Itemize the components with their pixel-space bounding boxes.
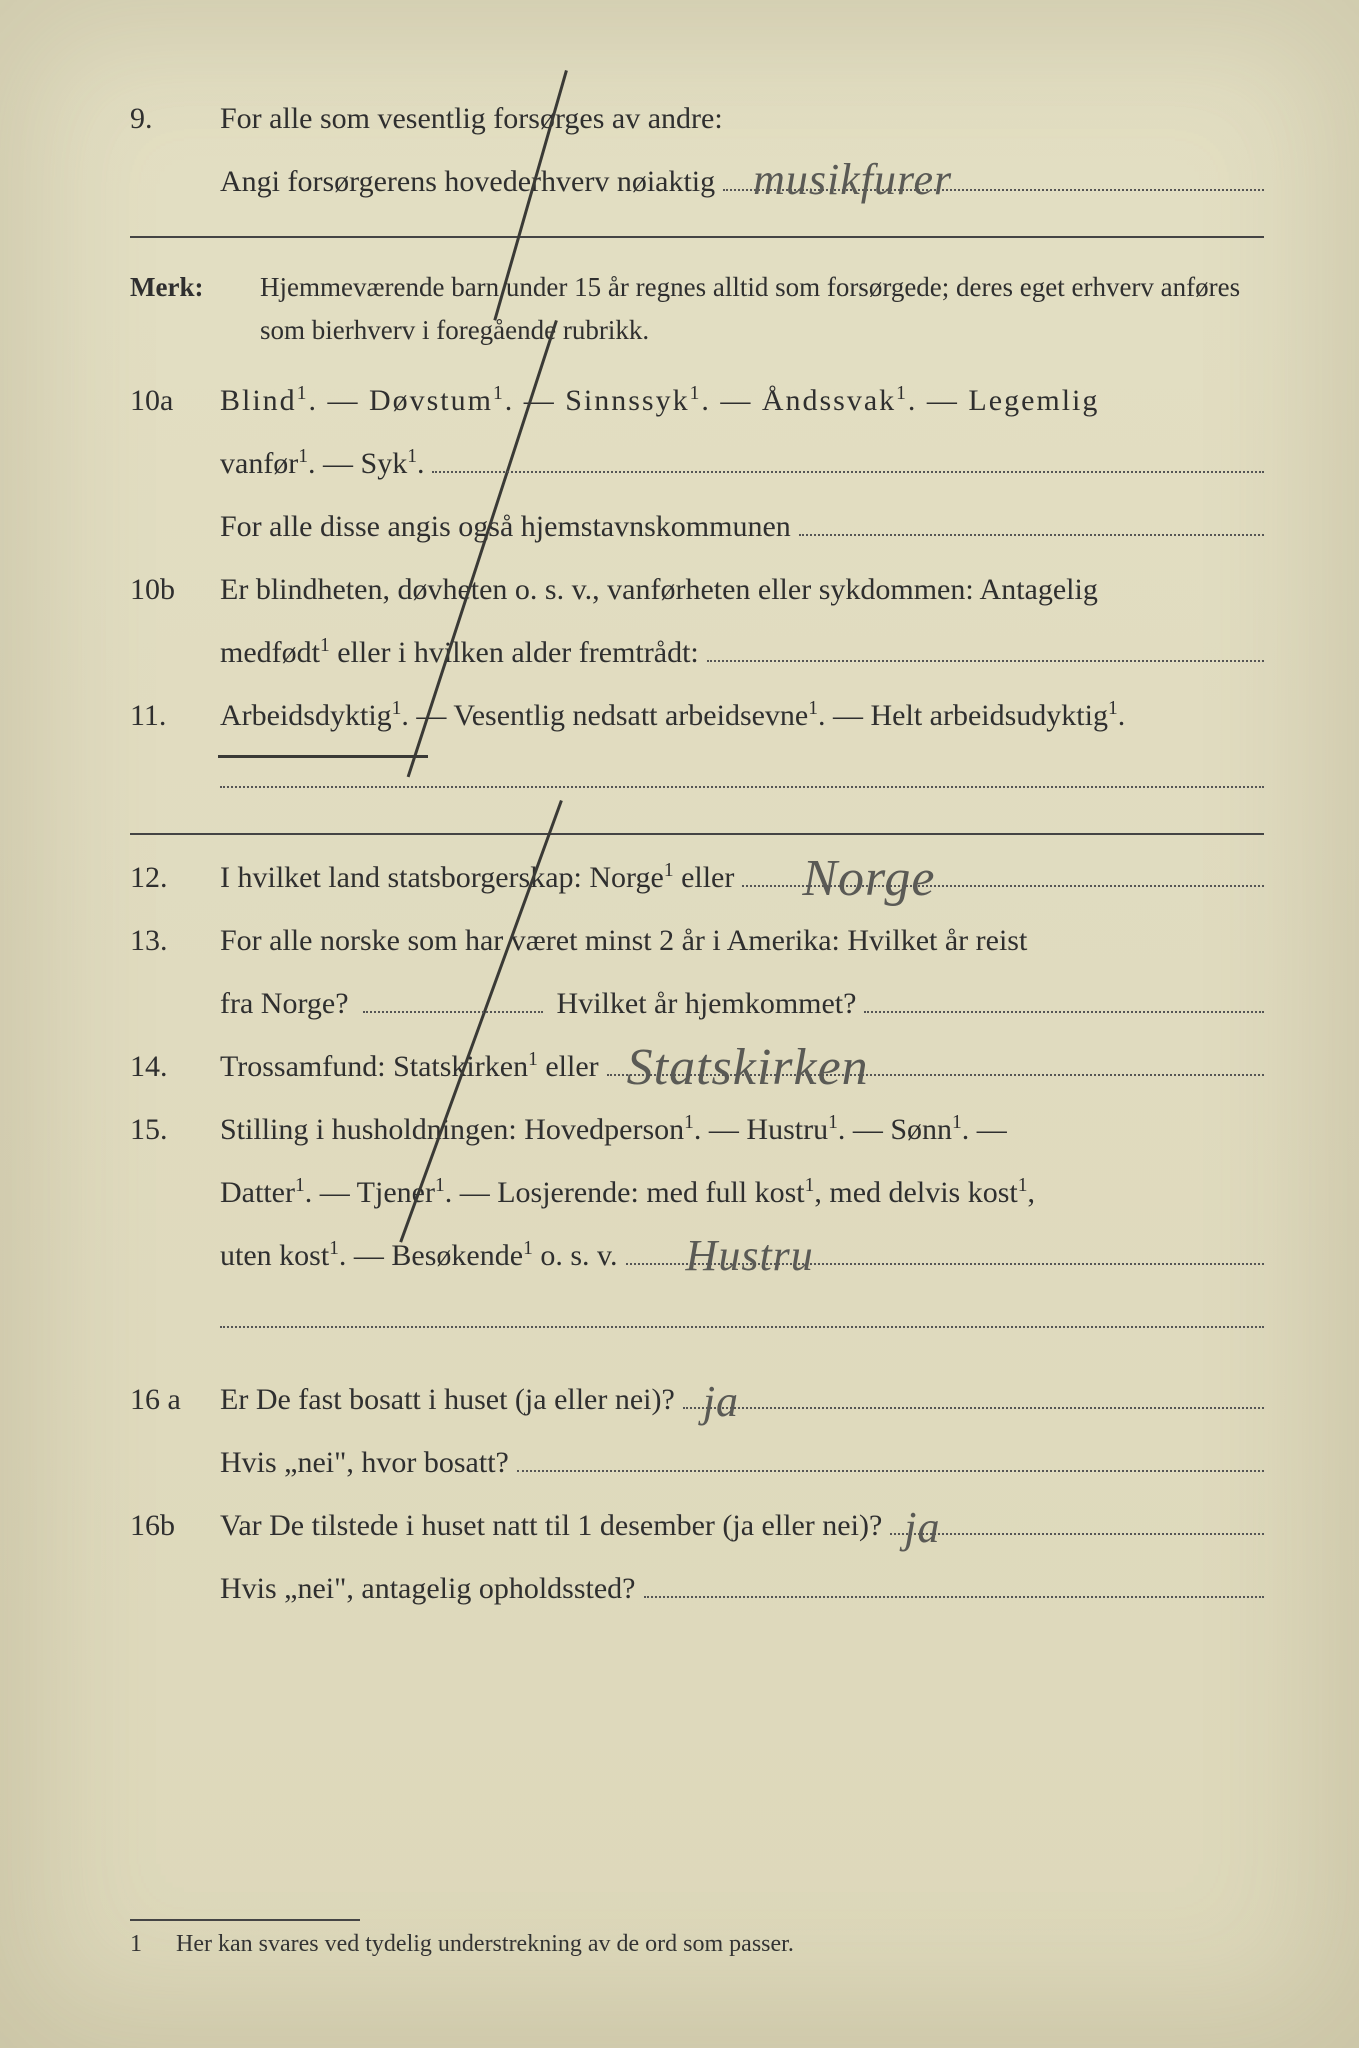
- q16b-blank[interactable]: [644, 1563, 1265, 1598]
- q15-line3-text: uten kost1. — Besøkende1 o. s. v.: [220, 1227, 618, 1284]
- q9-line1: For alle som vesentlig forsørges av andr…: [220, 90, 1264, 147]
- q10a-options-1: Blind1. — Døvstum1. — Sinnssyk1. — Åndss…: [220, 372, 1264, 429]
- divider-1: [130, 236, 1264, 238]
- q9-answer: musikfurer: [753, 138, 952, 222]
- q10b-line2-text: medfødt1 eller i hvilken alder fremtrådt…: [220, 624, 699, 681]
- question-10b: 10b Er blindheten, døvheten o. s. v., va…: [130, 561, 1264, 618]
- q16a-answer-field[interactable]: ja: [683, 1374, 1264, 1409]
- q16a-line2: Hvis „nei", hvor bosatt?: [130, 1434, 1264, 1491]
- q10a-options-2-text: vanfør1. — Syk1.: [220, 435, 424, 492]
- q16a-number: 16 a: [130, 1371, 220, 1428]
- q10a-line3: For alle disse angis også hjemstavnskomm…: [130, 498, 1264, 555]
- q11-blank[interactable]: [220, 753, 1264, 788]
- q16b-line2-text: Hvis „nei", antagelig opholdssted?: [220, 1560, 636, 1617]
- q10a-line3-text: For alle disse angis også hjemstavnskomm…: [220, 498, 791, 555]
- q13-blank-a[interactable]: [363, 978, 543, 1013]
- q11-number: 11.: [130, 687, 220, 744]
- q16b-line1: Var De tilstede i huset natt til 1 desem…: [220, 1497, 882, 1554]
- q16a-blank[interactable]: [517, 1437, 1264, 1472]
- merk-note: Merk: Hjemmeværende barn under 15 år reg…: [130, 266, 1264, 352]
- q10b-line1: Er blindheten, døvheten o. s. v., vanfør…: [220, 561, 1264, 618]
- q12-number: 12.: [130, 849, 220, 906]
- q10b-line2: medfødt1 eller i hvilken alder fremtrådt…: [130, 624, 1264, 681]
- q9-number: 9.: [130, 90, 220, 147]
- q10b-blank[interactable]: [707, 627, 1264, 662]
- question-12: 12. I hvilket land statsborgerskap: Norg…: [130, 849, 1264, 906]
- q13-line2a: fra Norge?: [220, 975, 349, 1032]
- footnote: 1 Her kan svares ved tydelig understrekn…: [130, 1919, 1264, 1958]
- q14-answer: Statskirken: [627, 1019, 869, 1118]
- q16b-answer-field[interactable]: ja: [890, 1500, 1264, 1535]
- q13-line1: For alle norske som har været minst 2 år…: [220, 912, 1264, 969]
- q14-answer-field[interactable]: Statskirken: [607, 1041, 1264, 1076]
- q10a-options-2: vanfør1. — Syk1.: [130, 435, 1264, 492]
- q9-line2: Angi forsørgerens hovederhverv nøiaktig …: [130, 153, 1264, 210]
- q16a-line1: Er De fast bosatt i huset (ja eller nei)…: [220, 1371, 675, 1428]
- q9-line2-label: Angi forsørgerens hovederhverv nøiaktig: [220, 153, 715, 210]
- footnote-rule: [130, 1919, 360, 1921]
- q10a-number: 10a: [130, 372, 220, 429]
- census-form-page: 9. For alle som vesentlig forsørges av a…: [0, 0, 1359, 2048]
- divider-2: [130, 833, 1264, 835]
- question-16a: 16 a Er De fast bosatt i huset (ja eller…: [130, 1371, 1264, 1428]
- q15-line2: Datter1. — Tjener1. — Losjerende: med fu…: [130, 1164, 1264, 1221]
- q14-prefix: Trossamfund: Statskirken1 eller: [220, 1038, 599, 1095]
- q16a-line2-text: Hvis „nei", hvor bosatt?: [220, 1434, 509, 1491]
- question-13: 13. For alle norske som har været minst …: [130, 912, 1264, 969]
- question-9: 9. For alle som vesentlig forsørges av a…: [130, 90, 1264, 147]
- q11-text: Arbeidsdyktig1. — Vesentlig nedsatt arbe…: [220, 687, 1264, 744]
- q16b-line2: Hvis „nei", antagelig opholdssted?: [130, 1560, 1264, 1617]
- q9-answer-field[interactable]: musikfurer: [723, 156, 1264, 191]
- q12-answer-field[interactable]: Norge: [742, 852, 1264, 887]
- question-14: 14. Trossamfund: Statskirken1 eller Stat…: [130, 1038, 1264, 1095]
- q13-blank-b[interactable]: [864, 978, 1264, 1013]
- merk-label: Merk:: [130, 266, 260, 352]
- q11-blank-row: [130, 750, 1264, 807]
- q15-answer-field[interactable]: Hustru: [626, 1230, 1264, 1265]
- question-11: 11. Arbeidsdyktig1. — Vesentlig nedsatt …: [130, 687, 1264, 744]
- q12-prefix: I hvilket land statsborgerskap: Norge1 e…: [220, 849, 734, 906]
- q16b-number: 16b: [130, 1497, 220, 1554]
- q16b-answer: ja: [904, 1486, 940, 1570]
- q15-line3: uten kost1. — Besøkende1 o. s. v. Hustru: [130, 1227, 1264, 1284]
- footnote-marker: 1: [130, 1931, 170, 1958]
- q10a-blank-1[interactable]: [432, 438, 1264, 473]
- q10b-number: 10b: [130, 561, 220, 618]
- question-10a: 10a Blind1. — Døvstum1. — Sinnssyk1. — Å…: [130, 372, 1264, 429]
- q15-answer: Hustru: [686, 1214, 814, 1298]
- q12-answer: Norge: [802, 830, 935, 929]
- q15-blank[interactable]: [220, 1293, 1264, 1328]
- q15-blank-row: [130, 1290, 1264, 1347]
- q16a-answer: ja: [703, 1360, 739, 1444]
- q15-number: 15.: [130, 1101, 220, 1158]
- question-16b: 16b Var De tilstede i huset natt til 1 d…: [130, 1497, 1264, 1554]
- q13-number: 13.: [130, 912, 220, 969]
- q14-number: 14.: [130, 1038, 220, 1095]
- footnote-text: Her kan svares ved tydelig understreknin…: [176, 1931, 794, 1957]
- merk-text: Hjemmeværende barn under 15 år regnes al…: [260, 266, 1264, 352]
- q10a-blank-2[interactable]: [799, 501, 1264, 536]
